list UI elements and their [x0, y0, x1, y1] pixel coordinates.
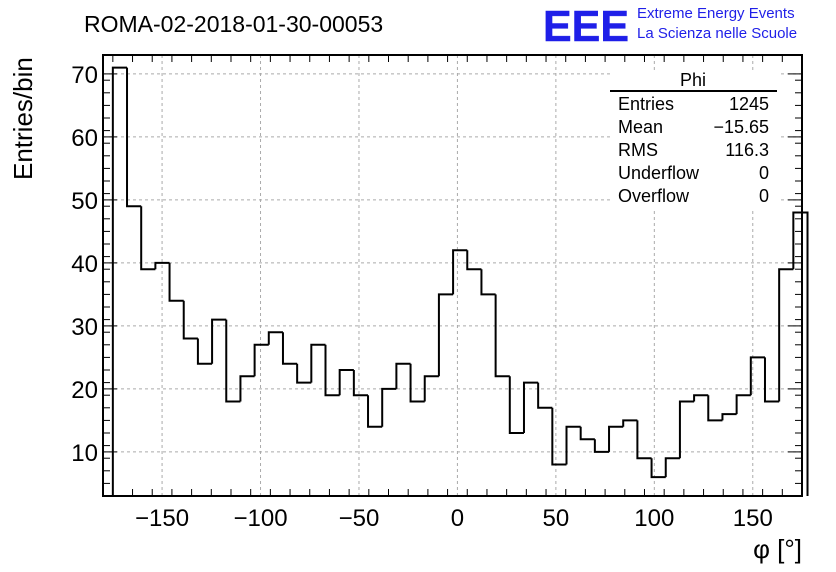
- plot-frame: [102, 54, 803, 497]
- histogram-bin: [381, 387, 397, 427]
- y-tick-label: 10: [71, 440, 98, 467]
- histogram-bin: [395, 362, 411, 389]
- eee-logo-line2: La Scienza nelle Scuole: [637, 25, 797, 42]
- histogram-bin: [693, 394, 709, 402]
- x-tick-label: 50: [543, 505, 570, 532]
- y-tick-label: 30: [71, 314, 98, 341]
- y-tick-label: 20: [71, 377, 98, 404]
- stats-row-value: 1245: [729, 94, 769, 114]
- x-tick-label: −150: [135, 505, 189, 532]
- x-tick-label: 150: [733, 505, 773, 532]
- histogram-bin: [792, 211, 809, 496]
- histogram-bin: [281, 332, 298, 365]
- histogram-bin: [196, 338, 213, 365]
- stats-box-title: Phi: [680, 70, 706, 90]
- stats-row-label: Entries: [618, 94, 674, 114]
- stats-row-label: Underflow: [618, 163, 700, 183]
- stats-row-value: 0: [759, 186, 769, 206]
- histogram-bin: [749, 356, 765, 396]
- histogram-bin: [267, 331, 283, 345]
- chart-title: ROMA-02-2018-01-30-00053: [84, 11, 383, 37]
- histogram-bin: [735, 394, 751, 415]
- eee-logo-mark: EEE: [543, 2, 629, 51]
- x-tick-label: 0: [451, 505, 464, 532]
- histogram-bin: [508, 376, 524, 434]
- histogram-bin: [678, 400, 695, 459]
- histogram-bin: [763, 357, 780, 403]
- histogram-bin: [225, 319, 241, 403]
- histogram-bin: [111, 66, 128, 496]
- histogram-bin: [551, 407, 567, 466]
- histogram-bin: [650, 458, 666, 479]
- histogram-bin: [211, 318, 227, 364]
- histogram-bin: [437, 293, 454, 377]
- histogram-bin: [452, 249, 468, 295]
- histogram-bin: [154, 261, 170, 270]
- histogram-bin: [253, 343, 269, 377]
- histogram-bin: [182, 300, 198, 340]
- stats-box: Phi Entries 1245 Mean −15.65 RMS 116.3 Underfl…: [610, 70, 778, 210]
- histogram-bin: [537, 382, 553, 409]
- histogram-bin: [140, 206, 156, 271]
- histogram-bin: [168, 262, 184, 302]
- histogram-bin: [721, 413, 737, 421]
- stats-row-value: 0: [759, 163, 769, 183]
- histogram-series: [111, 66, 809, 496]
- histogram-bin: [239, 375, 255, 402]
- stats-box-background: [610, 70, 778, 210]
- axes: [102, 54, 803, 497]
- histogram-bin: [352, 370, 369, 397]
- histogram-bin: [338, 369, 354, 396]
- histogram-bin: [579, 426, 595, 441]
- eee-logo: EEE Extreme Energy Events La Scienza nel…: [543, 2, 797, 52]
- histogram-bin: [126, 67, 142, 208]
- eee-logo-line1: Extreme Energy Events: [637, 5, 795, 22]
- histogram-bin: [296, 363, 312, 384]
- x-tick-label: 100: [634, 505, 674, 532]
- histogram-bin: [367, 395, 383, 428]
- y-tick-label: 60: [71, 125, 98, 152]
- histogram-bin: [409, 363, 425, 403]
- stats-row-label: Overflow: [618, 186, 690, 206]
- x-axis-label: φ [°]: [753, 534, 802, 564]
- histogram-bin: [593, 439, 610, 453]
- histogram-bin: [423, 375, 439, 402]
- histogram-bin: [466, 250, 482, 271]
- y-tick-label: 50: [71, 188, 98, 215]
- histogram-bin: [522, 381, 539, 433]
- tick-labels: −150 −100 −50 0 50 100 150 10 20 30 40 50 60 70: [71, 62, 773, 532]
- histogram-bin: [707, 395, 723, 422]
- y-axis-label: Entries/bin: [8, 57, 38, 180]
- stats-box-rows: Entries 1245 Mean −15.65 RMS 116.3 Underflow 0 O…: [618, 94, 769, 206]
- histogram-bin: [480, 269, 496, 296]
- histogram-bin: [324, 344, 340, 397]
- y-tick-label: 70: [71, 62, 98, 89]
- histogram-bin: [608, 425, 624, 452]
- grid-layer: [103, 55, 802, 496]
- histogram-bin: [565, 425, 581, 465]
- x-tick-label: −100: [233, 505, 287, 532]
- stats-row-label: RMS: [618, 140, 658, 160]
- histogram-bin: [778, 268, 794, 402]
- stats-row-value: −15.65: [713, 117, 769, 137]
- histogram-bin: [310, 343, 326, 383]
- y-tick-label: 40: [71, 251, 98, 278]
- x-tick-label: −50: [339, 505, 380, 532]
- histogram-bin: [636, 420, 652, 460]
- stats-row-value: 116.3: [725, 140, 769, 160]
- histogram-bin: [622, 419, 638, 427]
- histogram-bin: [494, 294, 510, 378]
- histogram-bin: [664, 457, 680, 478]
- stats-row-label: Mean: [618, 117, 663, 137]
